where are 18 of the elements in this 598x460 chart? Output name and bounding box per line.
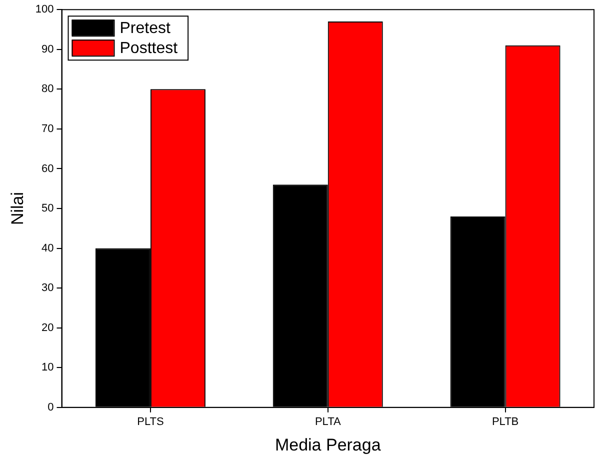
y-tick-label: 60	[42, 162, 54, 175]
y-tick-label: 70	[42, 122, 54, 135]
y-tick-label: 20	[42, 322, 54, 334]
x-tick-label: PLTB	[492, 416, 519, 428]
y-tick-label: 40	[42, 242, 54, 254]
y-tick-label: 90	[42, 43, 54, 56]
legend-label: Pretest	[120, 20, 171, 38]
x-tick-label: PLTS	[137, 416, 164, 428]
y-tick-label: 0	[48, 401, 54, 414]
legend-label: Posttest	[120, 40, 178, 58]
y-tick-label: 100	[35, 4, 54, 16]
x-tick-label: PLTA	[314, 416, 342, 428]
y-axis-title: Nilai	[8, 192, 27, 226]
x-axis-title: Media Peraga	[274, 435, 382, 454]
y-tick-label: 30	[42, 282, 54, 294]
y-tick-label: 50	[42, 202, 54, 215]
y-tick-label: 10	[42, 362, 54, 374]
y-tick-label: 80	[42, 83, 54, 96]
